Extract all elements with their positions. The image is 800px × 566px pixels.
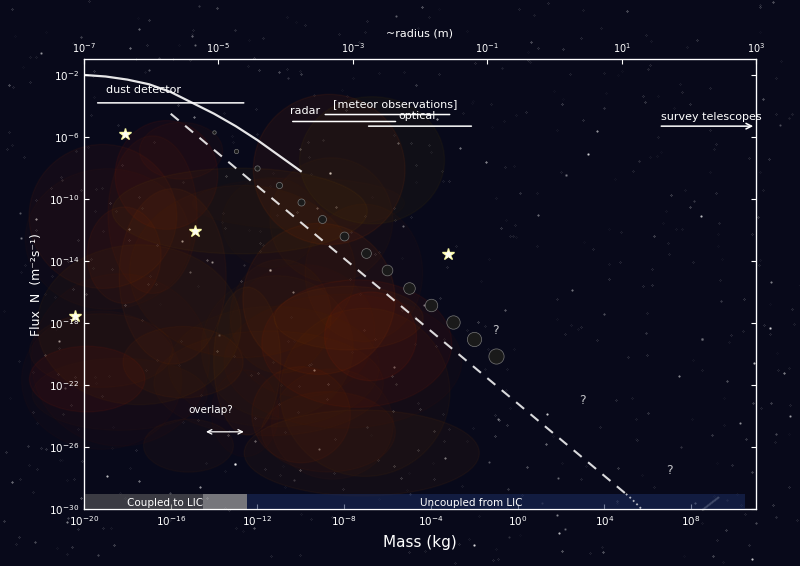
Text: ?: ?	[579, 395, 586, 408]
Ellipse shape	[112, 168, 367, 254]
Text: Uncoupled from LIC: Uncoupled from LIC	[420, 498, 522, 508]
Ellipse shape	[224, 294, 462, 428]
Ellipse shape	[230, 259, 331, 373]
Ellipse shape	[243, 223, 395, 375]
Ellipse shape	[214, 287, 281, 435]
Text: Coupled to LIC: Coupled to LIC	[127, 498, 203, 508]
Bar	[246, 494, 745, 509]
Ellipse shape	[38, 245, 241, 405]
Ellipse shape	[262, 392, 395, 472]
Bar	[203, 494, 246, 509]
Ellipse shape	[270, 158, 393, 282]
Ellipse shape	[325, 292, 417, 381]
Ellipse shape	[252, 367, 350, 463]
Ellipse shape	[280, 308, 450, 477]
Text: survey telescopes: survey telescopes	[661, 112, 762, 122]
Ellipse shape	[87, 207, 161, 303]
Y-axis label: Flux  N  (m⁻²s⁻¹): Flux N (m⁻²s⁻¹)	[30, 233, 43, 336]
X-axis label: ~radius (m): ~radius (m)	[386, 29, 454, 38]
X-axis label: Mass (kg): Mass (kg)	[383, 535, 457, 550]
Ellipse shape	[274, 286, 423, 350]
Text: optical: optical	[398, 111, 436, 121]
Ellipse shape	[108, 136, 197, 293]
Ellipse shape	[139, 122, 222, 179]
Ellipse shape	[30, 346, 145, 412]
Text: radar: radar	[290, 106, 320, 116]
Text: overlap?: overlap?	[188, 405, 233, 415]
Bar	[84, 494, 246, 509]
Ellipse shape	[29, 144, 177, 289]
Text: ?: ?	[666, 464, 673, 477]
Text: [meteor observations]: [meteor observations]	[334, 99, 458, 109]
Ellipse shape	[143, 419, 234, 472]
Ellipse shape	[119, 188, 226, 364]
Text: /: /	[700, 491, 721, 516]
Ellipse shape	[123, 327, 243, 398]
Ellipse shape	[244, 410, 479, 496]
Ellipse shape	[115, 121, 218, 229]
Ellipse shape	[254, 95, 405, 245]
Ellipse shape	[130, 185, 355, 358]
Text: dust detector: dust detector	[106, 85, 181, 95]
Ellipse shape	[30, 314, 174, 387]
Ellipse shape	[299, 97, 445, 224]
Ellipse shape	[262, 280, 452, 408]
Text: ?: ?	[493, 324, 499, 337]
